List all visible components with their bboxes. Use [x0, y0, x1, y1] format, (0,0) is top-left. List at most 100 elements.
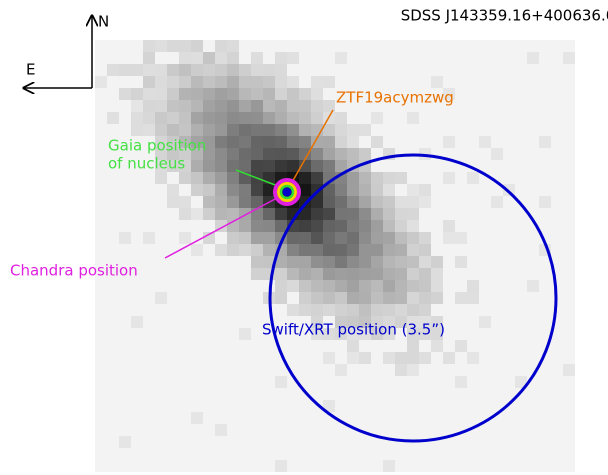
image-pixel	[311, 148, 323, 160]
image-pixel	[371, 112, 383, 124]
image-pixel	[203, 160, 215, 172]
image-pixel	[275, 88, 287, 100]
image-pixel	[419, 280, 431, 292]
image-pixel	[263, 136, 275, 148]
image-pixel	[155, 100, 167, 112]
image-pixel	[167, 100, 179, 112]
image-pixel	[407, 280, 419, 292]
image-pixel	[311, 172, 323, 184]
image-pixel	[239, 232, 251, 244]
image-pixel	[287, 256, 299, 268]
image-pixel	[467, 172, 479, 184]
image-pixel	[527, 280, 539, 292]
image-pixel	[323, 196, 335, 208]
image-pixel	[311, 100, 323, 112]
image-pixel	[263, 232, 275, 244]
image-pixel	[359, 292, 371, 304]
image-pixel	[275, 112, 287, 124]
image-pixel	[227, 172, 239, 184]
image-pixel	[215, 40, 227, 52]
image-pixel	[335, 124, 347, 136]
object-title: SDSS J143359.16+400636.0	[401, 7, 608, 25]
image-pixel	[155, 172, 167, 184]
image-pixel	[179, 52, 191, 64]
image-pixel	[371, 244, 383, 256]
image-pixel	[251, 52, 263, 64]
image-pixel	[371, 232, 383, 244]
image-pixel	[395, 280, 407, 292]
image-pixel	[359, 208, 371, 220]
image-pixel	[251, 124, 263, 136]
image-pixel	[155, 124, 167, 136]
image-pixel	[131, 316, 143, 328]
image-pixel	[251, 232, 263, 244]
image-pixel	[275, 76, 287, 88]
image-pixel	[203, 124, 215, 136]
image-pixel	[383, 304, 395, 316]
image-pixel	[395, 304, 407, 316]
image-pixel	[395, 364, 407, 376]
image-pixel	[227, 232, 239, 244]
image-pixel	[407, 304, 419, 316]
image-pixel	[239, 148, 251, 160]
image-pixel	[479, 316, 491, 328]
image-pixel	[455, 256, 467, 268]
image-pixel	[371, 196, 383, 208]
image-pixel	[155, 112, 167, 124]
image-pixel	[311, 232, 323, 244]
image-pixel	[359, 352, 371, 364]
image-pixel	[251, 88, 263, 100]
image-pixel	[371, 220, 383, 232]
image-pixel	[227, 124, 239, 136]
image-pixel	[455, 340, 467, 352]
image-pixel	[215, 124, 227, 136]
image-pixel	[407, 196, 419, 208]
image-pixel	[287, 268, 299, 280]
image-pixel	[287, 124, 299, 136]
image-pixel	[179, 208, 191, 220]
image-pixel	[239, 124, 251, 136]
image-pixel	[383, 172, 395, 184]
image-pixel	[215, 244, 227, 256]
image-pixel	[347, 208, 359, 220]
image-pixel	[191, 100, 203, 112]
image-pixel	[275, 376, 287, 388]
image-pixel	[251, 112, 263, 124]
image-pixel	[347, 304, 359, 316]
image-pixel	[275, 268, 287, 280]
image-pixel	[251, 220, 263, 232]
image-pixel	[179, 64, 191, 76]
image-pixel	[383, 208, 395, 220]
image-pixel	[323, 232, 335, 244]
image-pixel	[299, 136, 311, 148]
image-pixel	[299, 256, 311, 268]
image-pixel	[347, 340, 359, 352]
image-pixel	[383, 196, 395, 208]
image-pixel	[275, 136, 287, 148]
image-pixel	[191, 244, 203, 256]
image-pixel	[143, 40, 155, 52]
image-pixel	[563, 364, 575, 376]
image-pixel	[359, 280, 371, 292]
image-pixel	[347, 136, 359, 148]
image-pixel	[179, 172, 191, 184]
image-pixel	[191, 112, 203, 124]
image-pixel	[167, 64, 179, 76]
image-pixel	[359, 148, 371, 160]
image-pixel	[191, 64, 203, 76]
image-pixel	[275, 460, 287, 472]
image-pixel	[419, 196, 431, 208]
image-pixel	[455, 292, 467, 304]
image-pixel	[419, 244, 431, 256]
image-pixel	[335, 256, 347, 268]
image-pixel	[443, 352, 455, 364]
image-pixel	[191, 40, 203, 52]
image-pixel	[431, 268, 443, 280]
image-pixel	[215, 112, 227, 124]
image-pixel	[311, 256, 323, 268]
image-pixel	[239, 88, 251, 100]
image-pixel	[359, 244, 371, 256]
image-pixel	[383, 352, 395, 364]
image-pixel	[251, 160, 263, 172]
image-pixel	[119, 436, 131, 448]
